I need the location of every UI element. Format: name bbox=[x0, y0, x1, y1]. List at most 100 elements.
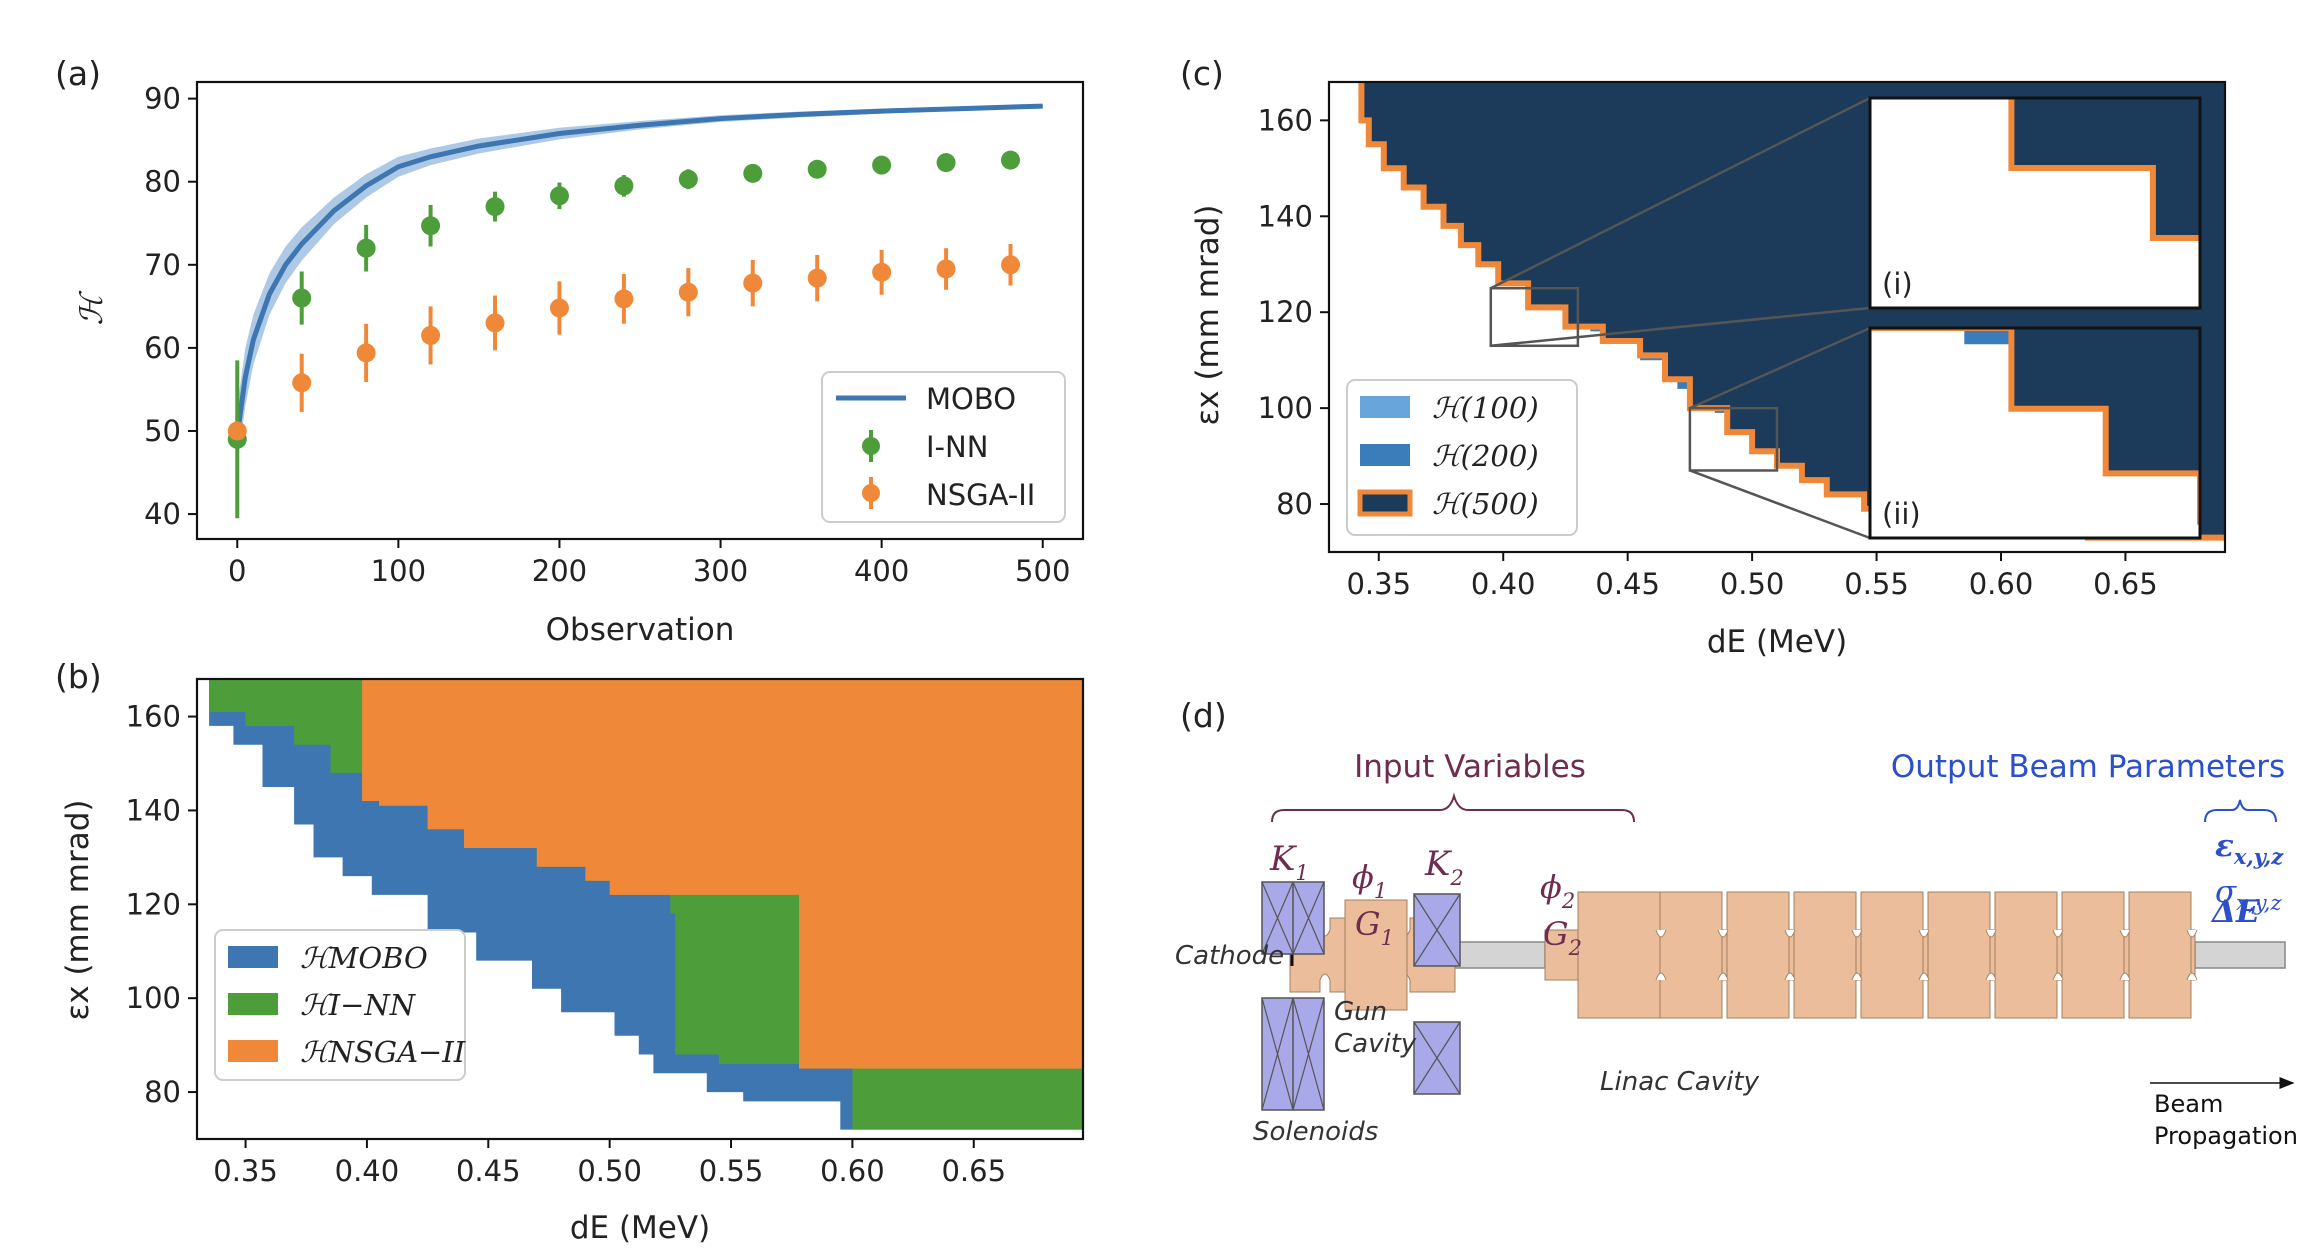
legend-hinn-label: ℋI−NN bbox=[300, 988, 417, 1022]
linac-iris-bottom-1 bbox=[1717, 972, 1729, 981]
c-ytick-label-0: 80 bbox=[1276, 487, 1313, 521]
nsga-point-12 bbox=[1001, 255, 1021, 275]
linac-iris-bottom-3 bbox=[1851, 972, 1863, 981]
linac-iris-top-0 bbox=[1655, 929, 1667, 938]
panel-d-label: (d) bbox=[1180, 696, 1227, 735]
inn-point-3 bbox=[421, 216, 441, 236]
solenoids-label: Solenoids bbox=[1253, 1117, 1378, 1147]
solenoid-k2-bottom-cross bbox=[1413, 1021, 1461, 1095]
k1-label: K1 bbox=[1269, 839, 1309, 885]
linac-cavity-label: Linac Cavity bbox=[1600, 1067, 1760, 1097]
beam-size-output: σx,y,z bbox=[2215, 874, 2282, 915]
a-ytick-label-5: 90 bbox=[144, 82, 181, 116]
linac-cell-1 bbox=[1659, 891, 1723, 1019]
phi2-subscript: 2 bbox=[1561, 889, 1575, 913]
g1-label: G1 bbox=[1355, 905, 1394, 950]
propagation-label: Propagation bbox=[2154, 1122, 2298, 1150]
solenoid-k1-bottom-cross bbox=[1261, 997, 1325, 1111]
inn-point-7 bbox=[678, 169, 698, 189]
cathode-label: Cathode bbox=[1175, 941, 1284, 971]
linac-cavity-shape bbox=[1544, 891, 2198, 1019]
phi2-label: ϕ2 bbox=[1540, 868, 1575, 913]
c-xtick-label-3: 0.50 bbox=[1720, 567, 1785, 601]
nsga-point-10 bbox=[872, 262, 892, 282]
panel-a-label: (a) bbox=[55, 54, 101, 93]
c-xtick-label-1: 0.40 bbox=[1471, 567, 1536, 601]
c-inset-1-frame bbox=[1868, 326, 2202, 540]
legend-h100-label: ℋ(100) bbox=[1432, 391, 1539, 425]
b-ylabel: εx (mm mrad) bbox=[60, 799, 96, 1020]
b-xtick-label-4: 0.55 bbox=[699, 1154, 764, 1188]
a-ytick-label-3: 70 bbox=[144, 248, 181, 282]
b-xtick-label-2: 0.45 bbox=[456, 1154, 521, 1188]
panel-a: (a) 0 100 200 300 400 500 40 50 60 70 80 90 Observa… bbox=[55, 54, 1085, 648]
panel-c-label: (c) bbox=[1180, 54, 1224, 93]
phi1-label: ϕ1 bbox=[1352, 858, 1387, 903]
gun-label: Gun bbox=[1334, 997, 1387, 1027]
k2-label: K2 bbox=[1424, 844, 1464, 890]
c-zoom-connector-bottom-0 bbox=[1490, 306, 1871, 348]
solenoid-k2-bottom bbox=[1413, 1021, 1461, 1095]
legend-h100-swatch bbox=[1360, 396, 1410, 418]
linac-iris-bottom-8 bbox=[2186, 972, 2198, 981]
inn-point-4 bbox=[485, 197, 505, 217]
c-inset-0-label: (i) bbox=[1882, 267, 1913, 301]
c-inset-1-label: (ii) bbox=[1882, 497, 1921, 531]
output-parameters-brace bbox=[2204, 799, 2277, 823]
b-xtick-label-0: 0.35 bbox=[213, 1154, 278, 1188]
c-ytick-label-2: 120 bbox=[1258, 295, 1313, 329]
input-variables-title: Input Variables bbox=[1354, 749, 1586, 785]
inn-point-1 bbox=[292, 288, 312, 308]
linac-iris-bottom-2 bbox=[1784, 972, 1796, 981]
c-inset-0-plot bbox=[1870, 98, 2200, 308]
axes-b-frame bbox=[195, 677, 1085, 1141]
linac-iris-top-1 bbox=[1717, 929, 1729, 938]
linac-cell-0 bbox=[1577, 891, 1661, 1019]
inn-point-8 bbox=[743, 163, 763, 183]
k1-subscript: 1 bbox=[1295, 861, 1308, 885]
solenoid-k1-top-cross bbox=[1261, 881, 1325, 955]
nsga-point-3 bbox=[421, 325, 441, 345]
beam-label: Beam bbox=[2154, 1090, 2223, 1118]
inn-point-2 bbox=[356, 238, 376, 258]
nsga-point-8 bbox=[743, 273, 763, 293]
legend-h200-swatch bbox=[1360, 444, 1410, 466]
phi1-symbol: ϕ bbox=[1352, 858, 1374, 896]
a-xtick-label-1: 100 bbox=[371, 554, 426, 588]
linac-iris-top-6 bbox=[2052, 929, 2064, 938]
legend-nsga-label: NSGA-II bbox=[926, 478, 1035, 512]
legend-hinn-swatch bbox=[228, 993, 278, 1015]
c-zoom-connector-bottom-1 bbox=[1689, 469, 1871, 540]
nsga-point-7 bbox=[678, 282, 698, 302]
axes-c-frame bbox=[1327, 80, 2227, 554]
inn-point-12 bbox=[1001, 150, 1021, 170]
b-xtick-label-1: 0.40 bbox=[335, 1154, 400, 1188]
linac-cell-4 bbox=[1860, 891, 1924, 1019]
legend-mobo-label: MOBO bbox=[926, 382, 1016, 416]
axes-a-frame bbox=[195, 80, 1085, 541]
c-xtick-label-5: 0.60 bbox=[1969, 567, 2034, 601]
b-xlabel: dE (MeV) bbox=[570, 1210, 710, 1246]
inn-point-5 bbox=[549, 186, 569, 206]
c-ytick-label-4: 160 bbox=[1258, 103, 1313, 137]
gun-cavity-label: Cavity bbox=[1334, 1029, 1417, 1059]
legend-hmobo-label: ℋMOBO bbox=[300, 941, 428, 975]
c-xtick-label-2: 0.45 bbox=[1595, 567, 1660, 601]
legend-h500-swatch bbox=[1357, 489, 1413, 517]
linac-iris-top-4 bbox=[1918, 929, 1930, 938]
legend-inn-marker bbox=[862, 437, 880, 455]
linac-iris-top-8 bbox=[2186, 929, 2198, 938]
b-legend: ℋMOBO ℋI−NN ℋNSGA−II bbox=[214, 929, 466, 1081]
drift-pipe-2 bbox=[2194, 941, 2286, 969]
legend-h200-label: ℋ(200) bbox=[1432, 439, 1539, 473]
linac-cell-6 bbox=[1994, 891, 2058, 1019]
b-ytick-label-3: 140 bbox=[126, 793, 181, 827]
c-inset-1-plot bbox=[1870, 328, 2200, 538]
a-xtick-label-0: 0 bbox=[228, 554, 246, 588]
inn-point-9 bbox=[807, 159, 827, 179]
linac-iris-bottom-5 bbox=[1985, 972, 1997, 981]
b-region-nsga bbox=[362, 679, 1083, 1069]
linac-iris-top-5 bbox=[1985, 929, 1997, 938]
emittance-output: εx,y,z bbox=[2215, 828, 2284, 869]
